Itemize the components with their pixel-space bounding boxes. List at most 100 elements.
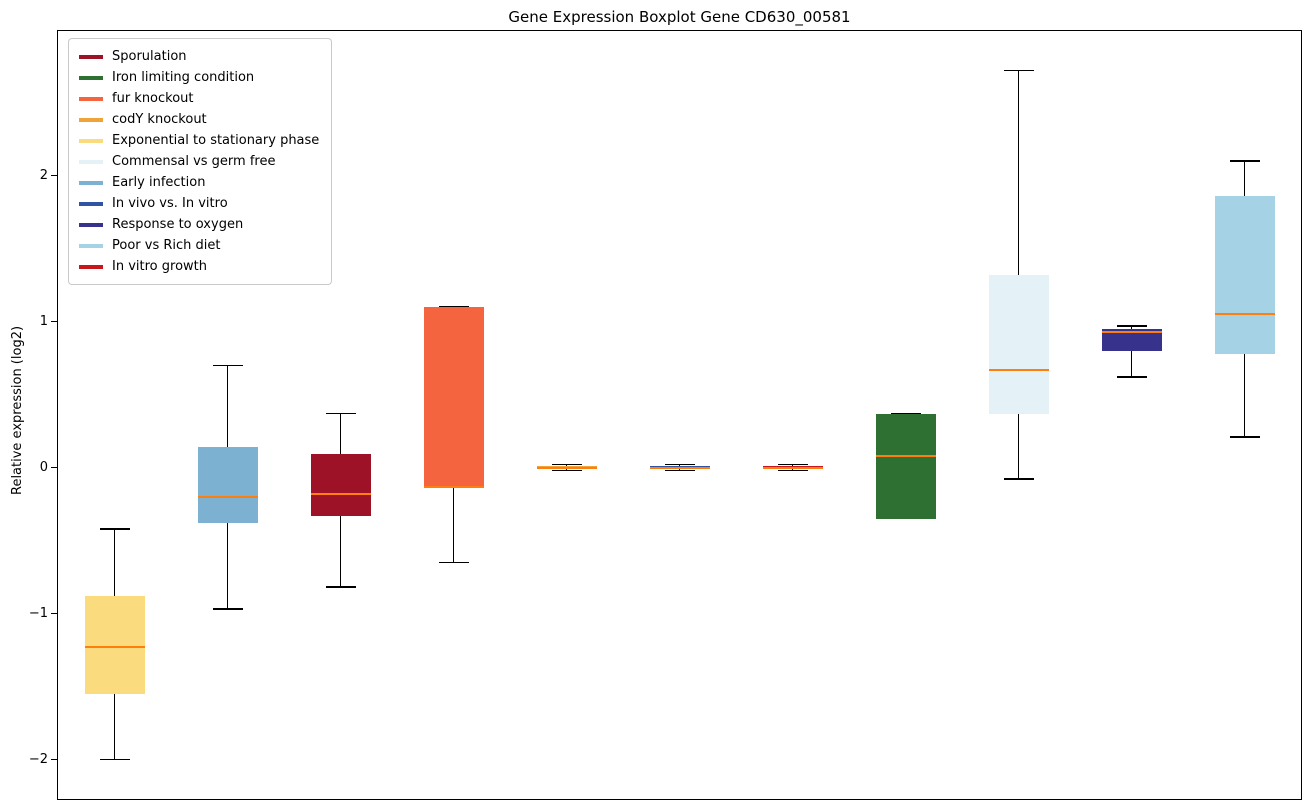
lower-whisker bbox=[1017, 413, 1020, 480]
legend-label: codY knockout bbox=[112, 112, 207, 127]
median-line bbox=[1214, 313, 1275, 316]
legend-label: In vitro growth bbox=[112, 259, 207, 274]
lower-whisker bbox=[339, 515, 342, 588]
legend-label: Early infection bbox=[112, 175, 206, 190]
upper-whisker-cap bbox=[1116, 325, 1147, 327]
lower-whisker bbox=[1130, 350, 1133, 378]
y-tick-label: 2 bbox=[39, 167, 48, 183]
legend-label: Commensal vs germ free bbox=[112, 154, 276, 169]
legend-item-early-infection: Early infection bbox=[79, 172, 319, 193]
legend-item-fur-knockout: fur knockout bbox=[79, 88, 319, 109]
legend-swatch-in-vitro-growth bbox=[79, 264, 103, 269]
legend-label: fur knockout bbox=[112, 91, 194, 106]
upper-whisker bbox=[1130, 325, 1133, 329]
lower-whisker-cap bbox=[1229, 436, 1260, 438]
legend-swatch-fur-knockout bbox=[79, 96, 103, 101]
legend-item-cody-knockout: codY knockout bbox=[79, 109, 319, 130]
upper-whisker-cap bbox=[664, 463, 695, 466]
legend-item-sporulation: Sporulation bbox=[79, 46, 319, 67]
lower-whisker-cap bbox=[325, 586, 356, 589]
legend-item-exponential-to-stationary-phase: Exponential to stationary phase bbox=[79, 130, 319, 151]
median-line bbox=[1101, 330, 1162, 333]
median-line bbox=[423, 485, 484, 488]
y-tick-label: 0 bbox=[39, 459, 48, 475]
lower-whisker-cap bbox=[99, 758, 130, 761]
upper-whisker bbox=[226, 365, 229, 448]
y-tick-mark bbox=[51, 466, 58, 469]
median-line bbox=[649, 466, 710, 469]
upper-whisker-cap bbox=[212, 364, 243, 367]
legend-swatch-exponential-to-stationary-phase bbox=[79, 138, 103, 143]
y-tick-mark bbox=[51, 612, 58, 615]
legend-label: Response to oxygen bbox=[112, 217, 244, 232]
median-line bbox=[875, 454, 936, 457]
box-rect bbox=[84, 596, 145, 694]
legend: Sporulation Iron limiting condition fur kn… bbox=[68, 38, 333, 285]
box-rect bbox=[423, 306, 484, 488]
upper-whisker bbox=[1017, 70, 1020, 275]
lower-whisker-cap bbox=[890, 517, 921, 520]
legend-label: Iron limiting condition bbox=[112, 70, 255, 85]
y-tick-label: 1 bbox=[39, 313, 48, 329]
legend-item-iron-limiting-condition: Iron limiting condition bbox=[79, 67, 319, 88]
chart-title: Gene Expression Boxplot Gene CD630_00581 bbox=[508, 8, 851, 26]
upper-whisker-cap bbox=[99, 528, 130, 530]
median-line bbox=[536, 466, 597, 469]
legend-swatch-poor-vs-rich-diet bbox=[79, 243, 103, 248]
lower-whisker-cap bbox=[1003, 478, 1034, 481]
lower-whisker bbox=[113, 693, 116, 760]
upper-whisker-cap bbox=[325, 412, 356, 415]
lower-whisker-cap bbox=[212, 608, 243, 610]
median-line bbox=[197, 495, 258, 498]
lower-whisker-cap bbox=[664, 469, 695, 472]
legend-swatch-commensal-vs-germ-free bbox=[79, 159, 103, 164]
upper-whisker-cap bbox=[438, 306, 469, 308]
plot-area: −2 −1 0 1 2 Sporulation Iron limiting conditi… bbox=[29, 30, 1302, 800]
legend-item-in-vitro-growth: In vitro growth bbox=[79, 256, 319, 277]
upper-whisker bbox=[1243, 160, 1246, 196]
box-rect bbox=[197, 447, 258, 524]
lower-whisker bbox=[452, 488, 455, 563]
legend-swatch-cody-knockout bbox=[79, 117, 103, 122]
legend-swatch-sporulation bbox=[79, 54, 103, 59]
legend-label: In vivo vs. In vitro bbox=[112, 196, 228, 211]
legend-item-poor-vs-rich-diet: Poor vs Rich diet bbox=[79, 235, 319, 256]
legend-label: Poor vs Rich diet bbox=[112, 238, 221, 253]
y-tick-label: −2 bbox=[28, 751, 48, 767]
upper-whisker-cap bbox=[777, 463, 808, 466]
legend-swatch-response-to-oxygen bbox=[79, 222, 103, 227]
box-rect bbox=[310, 454, 371, 516]
y-tick-mark bbox=[51, 758, 58, 761]
box-rect bbox=[1214, 195, 1275, 354]
legend-item-commensal-vs-germ-free: Commensal vs germ free bbox=[79, 151, 319, 172]
lower-whisker-cap bbox=[777, 469, 808, 472]
upper-whisker-cap bbox=[1229, 160, 1260, 162]
median-line bbox=[762, 466, 823, 469]
box-rect bbox=[988, 274, 1049, 414]
legend-swatch-iron-limiting-condition bbox=[79, 75, 103, 80]
legend-swatch-in-vivo-vs-in-vitro bbox=[79, 201, 103, 206]
legend-item-response-to-oxygen: Response to oxygen bbox=[79, 214, 319, 235]
legend-label: Exponential to stationary phase bbox=[112, 133, 320, 148]
y-tick-mark bbox=[51, 174, 58, 177]
upper-whisker bbox=[113, 528, 116, 597]
upper-whisker-cap bbox=[551, 463, 582, 466]
legend-swatch-early-infection bbox=[79, 180, 103, 185]
y-tick-mark bbox=[51, 320, 58, 323]
legend-label: Sporulation bbox=[112, 49, 187, 64]
median-line bbox=[84, 646, 145, 649]
box-rect bbox=[875, 413, 936, 519]
lower-whisker-cap bbox=[551, 469, 582, 472]
median-line bbox=[310, 492, 371, 495]
upper-whisker bbox=[339, 413, 342, 455]
lower-whisker-cap bbox=[1116, 376, 1147, 378]
box-rect bbox=[1101, 328, 1162, 351]
lower-whisker-cap bbox=[438, 561, 469, 564]
median-line bbox=[988, 368, 1049, 371]
legend-item-in-vivo-vs-in-vitro: In vivo vs. In vitro bbox=[79, 193, 319, 214]
lower-whisker bbox=[1243, 353, 1246, 437]
upper-whisker-cap bbox=[1003, 69, 1034, 72]
lower-whisker bbox=[226, 523, 229, 610]
y-tick-label: −1 bbox=[28, 605, 48, 621]
